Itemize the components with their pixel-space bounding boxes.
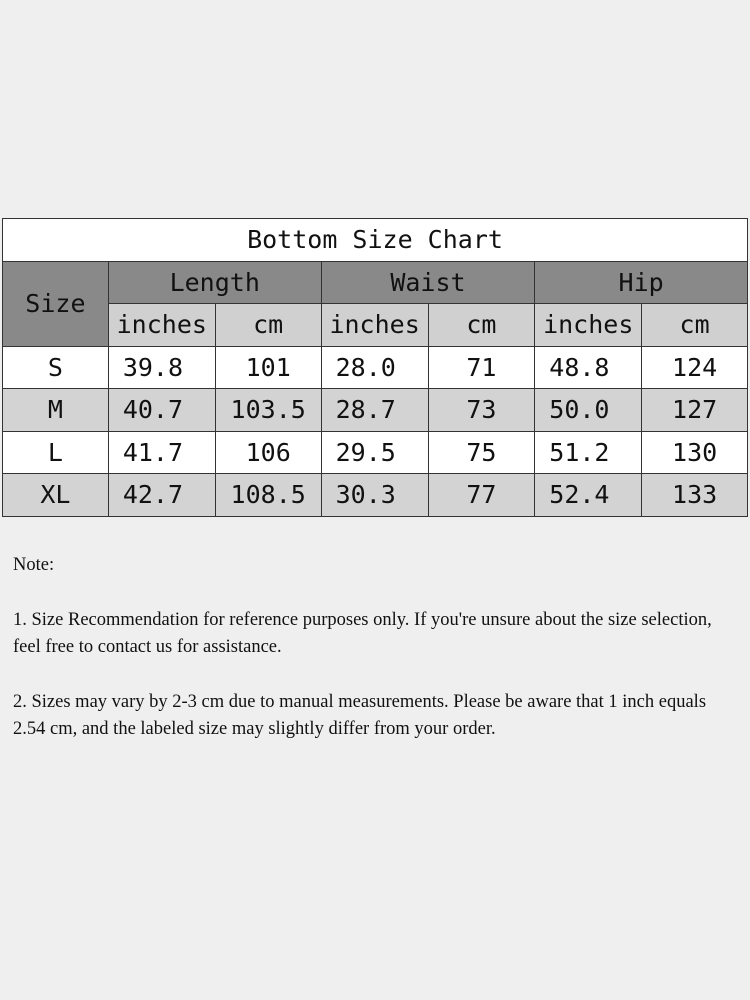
unit-header: inches [107, 303, 216, 347]
unit-header: cm [214, 303, 322, 347]
notes-heading: Note: [13, 555, 55, 575]
value-cell: 103.5 [214, 388, 322, 432]
value-cell: 40.7 [107, 388, 216, 432]
unit-header: inches [534, 303, 643, 347]
value-cell: 73 [427, 388, 536, 432]
value-cell: 75 [427, 430, 536, 474]
value-cell: 29.5 [320, 430, 429, 474]
unit-header: inches [320, 303, 429, 347]
note-1: 1. Size Recommendation for reference pur… [13, 610, 712, 657]
value-cell: 133 [641, 473, 748, 517]
value-cell: 124 [641, 345, 748, 389]
value-cell: 50.0 [534, 388, 643, 432]
waist-header: Waist [320, 260, 536, 304]
table-row: L 41.7 106 29.5 75 51.2 130 [2, 430, 748, 474]
value-cell: 71 [427, 345, 536, 389]
size-cell: XL [2, 473, 109, 517]
size-header: Size [2, 260, 109, 347]
value-cell: 42.7 [107, 473, 216, 517]
unit-header: cm [641, 303, 748, 347]
value-cell: 101 [214, 345, 322, 389]
value-cell: 108.5 [214, 473, 322, 517]
table-row: S 39.8 101 28.0 71 48.8 124 [2, 345, 748, 389]
chart-title: Bottom Size Chart [2, 218, 748, 262]
value-cell: 41.7 [107, 430, 216, 474]
value-cell: 127 [641, 388, 748, 432]
value-cell: 28.7 [320, 388, 429, 432]
size-chart-table: Bottom Size Chart Size Length Waist Hip … [2, 218, 748, 517]
size-cell: S [2, 345, 109, 389]
notes: Note: 1. Size Recommendation for referen… [13, 552, 743, 771]
value-cell: 51.2 [534, 430, 643, 474]
size-cell: L [2, 430, 109, 474]
hip-header: Hip [534, 260, 748, 304]
value-cell: 77 [427, 473, 536, 517]
value-cell: 130 [641, 430, 748, 474]
value-cell: 28.0 [320, 345, 429, 389]
value-cell: 48.8 [534, 345, 643, 389]
value-cell: 52.4 [534, 473, 643, 517]
length-header: Length [107, 260, 322, 304]
unit-header: cm [427, 303, 536, 347]
value-cell: 106 [214, 430, 322, 474]
note-2: 2. Sizes may vary by 2-3 cm due to manua… [13, 692, 707, 739]
value-cell: 39.8 [107, 345, 216, 389]
size-cell: M [2, 388, 109, 432]
table-row: M 40.7 103.5 28.7 73 50.0 127 [2, 388, 748, 432]
value-cell: 30.3 [320, 473, 429, 517]
table-row: XL 42.7 108.5 30.3 77 52.4 133 [2, 473, 748, 517]
